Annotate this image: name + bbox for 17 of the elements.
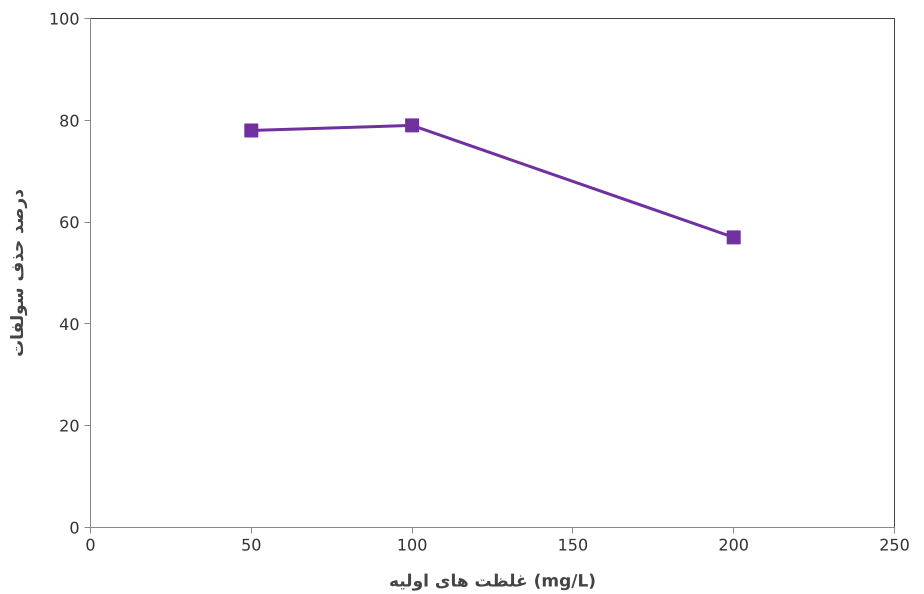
y-tick-label: 80 xyxy=(59,111,80,130)
x-tick-label: 50 xyxy=(241,536,262,554)
y-tick-label: 20 xyxy=(59,416,80,436)
x-axis-title: غلظت های اولیه (mg/L) xyxy=(388,572,596,592)
point xyxy=(405,118,420,132)
y-tick-label: 100 xyxy=(48,10,80,28)
x-tick-label: 200 xyxy=(718,536,749,554)
y-tick-label: 40 xyxy=(59,314,80,334)
x-tick-label: 250 xyxy=(879,536,910,554)
y-tick-label: 60 xyxy=(59,213,80,232)
x-tick-label: 0 xyxy=(85,536,96,554)
y-axis-title: درصد حذف سولفات xyxy=(8,188,28,357)
point xyxy=(244,123,258,138)
x-tick-label: 100 xyxy=(396,536,428,554)
point xyxy=(726,230,741,244)
x-tick-label: 150 xyxy=(558,536,588,554)
y-tick-label: 0 xyxy=(69,518,80,538)
